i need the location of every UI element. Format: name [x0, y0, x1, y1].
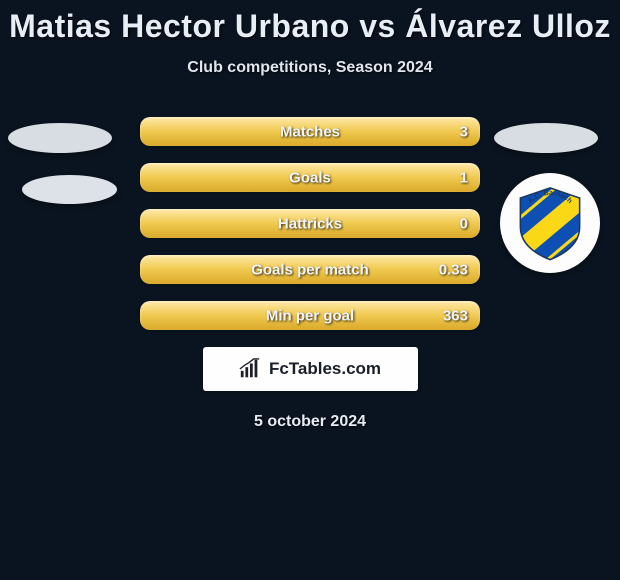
club-badge-icon: A.C. Barnech — [511, 184, 589, 262]
site-logo[interactable]: FcTables.com — [203, 347, 418, 391]
stat-bar: Hattricks 0 — [140, 209, 480, 238]
date: 5 october 2024 — [0, 413, 620, 431]
comparison-panel: A.C. Barnech Matches 3 Goals 1 Hattricks… — [0, 113, 620, 431]
bar-chart-icon — [239, 358, 261, 380]
stat-bar: Goals per match 0.33 — [140, 255, 480, 284]
site-logo-text: FcTables.com — [269, 359, 381, 379]
stat-label: Hattricks — [278, 215, 342, 232]
stat-bars: Matches 3 Goals 1 Hattricks 0 Goals per … — [140, 113, 480, 330]
stat-bar: Matches 3 — [140, 117, 480, 146]
stat-value-right: 0.33 — [439, 261, 468, 278]
right-club-badge: A.C. Barnech — [500, 173, 600, 273]
stat-value-right: 3 — [460, 123, 468, 140]
stat-label: Goals per match — [251, 261, 369, 278]
subtitle: Club competitions, Season 2024 — [0, 59, 620, 77]
right-flag-placeholder — [494, 123, 598, 153]
left-flag-placeholder-1 — [8, 123, 112, 153]
stat-value-right: 1 — [460, 169, 468, 186]
stat-value-right: 0 — [460, 215, 468, 232]
stat-value-right: 363 — [443, 307, 468, 324]
stat-label: Matches — [280, 123, 340, 140]
stat-bar: Goals 1 — [140, 163, 480, 192]
stat-label: Goals — [289, 169, 331, 186]
left-flag-placeholder-2 — [22, 175, 117, 204]
page-title: Matias Hector Urbano vs Álvarez Ulloz — [0, 0, 620, 45]
stat-label: Min per goal — [266, 307, 354, 324]
stat-bar: Min per goal 363 — [140, 301, 480, 330]
